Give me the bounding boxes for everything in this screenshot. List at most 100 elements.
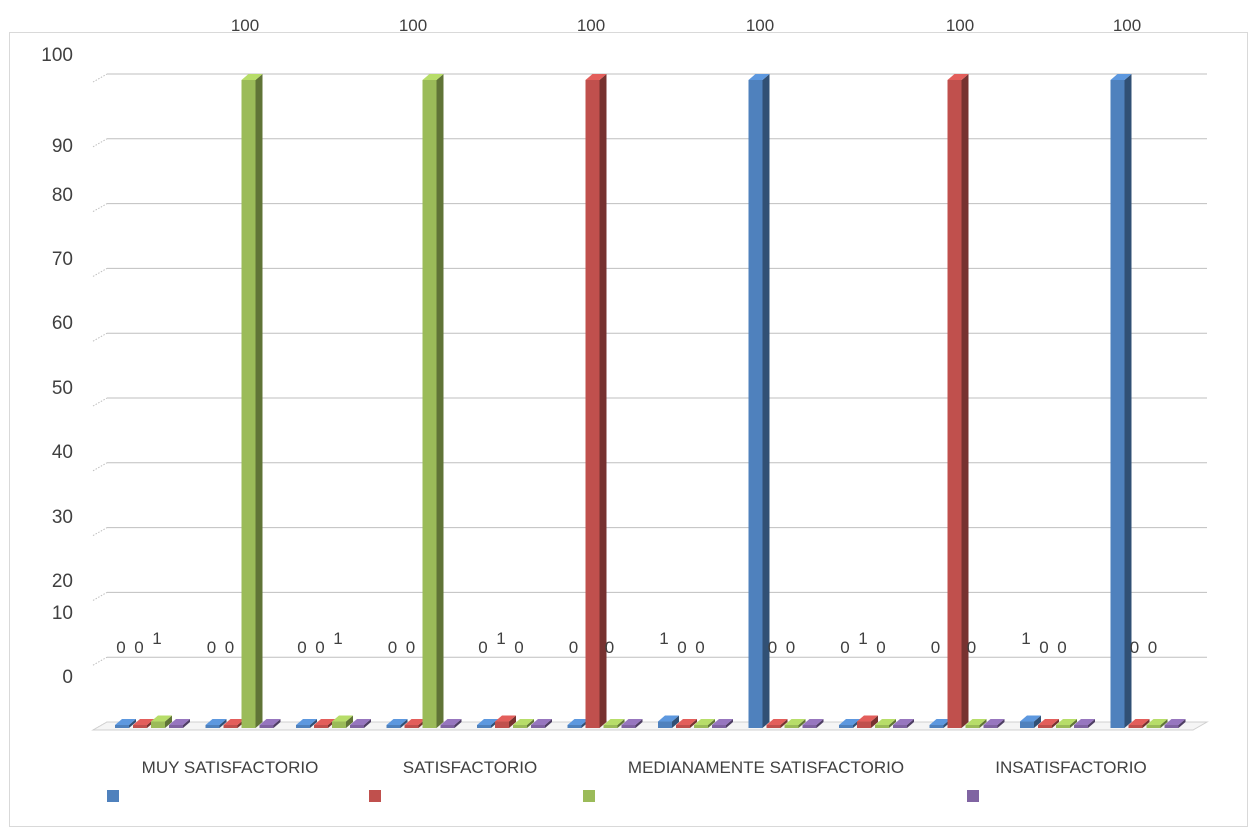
bar-side [1142,719,1150,728]
category-label: MEDIANAMENTE SATISFACTORIO [628,758,904,777]
bar-top [1146,719,1168,725]
bar-front [839,725,853,728]
data-label: 0 [207,638,216,657]
bar-top [440,719,462,725]
data-label: 1 [333,629,342,648]
bar-front [422,80,437,728]
data-label: 1 [659,629,668,648]
y-tick-label: 30 [52,507,73,528]
bar-top [296,719,317,725]
bar-top [983,719,1005,725]
data-label: 0 [569,638,578,657]
bar-side [183,719,190,728]
bar-front [440,725,455,728]
bar-top [857,715,878,722]
gridline-side [92,332,108,342]
bar-top [748,74,770,80]
data-label: 0 [786,638,795,657]
y-tick-label: 10 [52,603,73,624]
bar-side [690,719,697,728]
bar-top [513,719,534,725]
gridline-side [92,138,108,148]
y-tick-label: 70 [52,249,73,270]
bar-top [658,715,679,722]
bar-side [1178,719,1186,728]
bar-front [477,725,491,728]
bar-side [979,719,987,728]
data-label: 0 [134,638,143,657]
bar-top [1128,719,1150,725]
bar-top [947,74,969,80]
bar-side [1034,715,1041,728]
bar-top [1110,74,1132,80]
bar-front [1020,721,1034,728]
bar-front [223,725,238,728]
bar-side [726,719,733,728]
gridline-side [92,203,108,213]
bar-front [694,725,708,728]
bar-front [133,725,147,728]
bar-top [875,719,896,725]
bar-front [784,725,799,728]
bar-top [531,719,552,725]
gridline-side [92,462,108,472]
y-tick-label: 100 [41,45,73,66]
bar-top [694,719,715,725]
bar-front [241,80,256,728]
bar-front [332,721,346,728]
legend-swatch [583,790,595,802]
category-label: MUY SATISFACTORIO [142,758,319,777]
bar-side [617,719,625,728]
bar-front [802,725,817,728]
bar-front [350,725,364,728]
bar-top [1056,719,1077,725]
bar-side [364,719,371,728]
bar-side [961,74,969,728]
bar-side [1124,74,1132,728]
top-data-label: 100 [231,16,259,35]
bar-top [839,719,860,725]
bar-front [983,725,998,728]
bar-side [798,719,806,728]
data-label: 1 [858,629,867,648]
top-data-label: 100 [1113,16,1141,35]
bar-front [495,721,509,728]
y-tick-label: 90 [52,136,73,157]
data-label: 1 [152,629,161,648]
category-label: SATISFACTORIO [403,758,537,777]
bar-top [241,74,263,80]
bar-side [1070,719,1077,728]
data-label: 1 [1021,629,1030,648]
bar-side [219,719,227,728]
top-data-label: 100 [746,16,774,35]
bar-top [603,719,625,725]
y-tick-label: 20 [52,571,73,592]
bar-front [603,725,618,728]
bar-side [907,719,914,728]
data-label: 0 [605,638,614,657]
bar-top [332,715,353,722]
data-label: 0 [116,638,125,657]
bar-top [115,719,136,725]
bar-top [893,719,914,725]
data-label: 0 [768,638,777,657]
bar-top [1074,719,1095,725]
bar-top [585,74,607,80]
bar-top [495,715,516,722]
bar-front [1038,725,1052,728]
bar-side [310,719,317,728]
data-label: 0 [931,638,940,657]
data-label: 0 [478,638,487,657]
bar-top [929,719,951,725]
bar-top [676,719,697,725]
bar-side [129,719,136,728]
bar-top [314,719,335,725]
bar-front [947,80,962,728]
bar-front [296,725,310,728]
gridline-side [92,397,108,407]
bar-top [151,715,172,722]
data-label: 0 [1130,638,1139,657]
bar-front [314,725,328,728]
bar-front [259,725,274,728]
